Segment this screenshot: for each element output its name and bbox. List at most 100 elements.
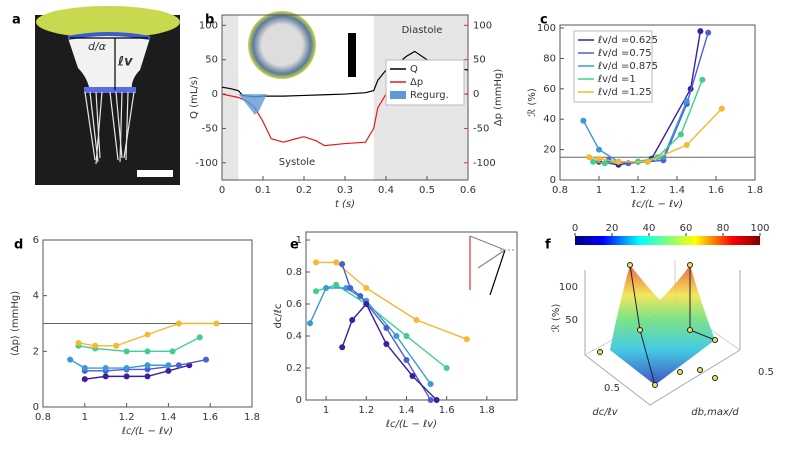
x-tick-label: 1.4	[669, 185, 685, 196]
data-point	[307, 320, 314, 327]
data-point	[203, 356, 210, 363]
x-axis-label: t (s)	[335, 199, 355, 210]
panel-label: e	[290, 238, 299, 253]
data-point	[683, 142, 690, 149]
data-point	[683, 97, 690, 104]
x-axis-label: dc/ℓv	[592, 407, 618, 418]
data-point	[347, 285, 354, 291]
y-tick-label: 0	[296, 395, 302, 406]
colorbar-tick-label: 0	[572, 223, 578, 234]
x-tick-label: 0.5	[419, 185, 435, 196]
series-line	[608, 32, 709, 164]
x-tick-label: 1	[596, 185, 602, 196]
z-axis-label: ℛ (%)	[551, 304, 562, 333]
panel-label: c	[540, 13, 548, 28]
colorbar	[575, 236, 760, 245]
data-point	[677, 131, 684, 138]
surface-marker	[687, 262, 693, 268]
data-point	[165, 367, 172, 374]
data-point	[403, 357, 410, 363]
data-point	[123, 365, 130, 372]
x-axis-label: ℓc/(L − ℓv)	[122, 426, 173, 437]
surface-marker	[687, 327, 693, 333]
data-point	[644, 158, 651, 165]
surface-marker	[697, 367, 703, 373]
y-tick-label: 50	[205, 55, 218, 66]
data-point	[427, 381, 434, 387]
x-tick-label: 0.2	[296, 185, 312, 196]
data-point	[383, 341, 390, 347]
photo	[35, 6, 180, 185]
data-point	[175, 320, 182, 327]
plot-frame	[559, 24, 756, 181]
data-point	[313, 259, 320, 266]
y-tick-label: -100	[195, 158, 218, 169]
z-tick-label: 50	[565, 315, 578, 326]
data-point	[363, 285, 370, 291]
y-tick-label: 20	[543, 145, 556, 156]
y-tick-label: 4	[33, 291, 39, 302]
data-point	[339, 261, 346, 267]
series-line	[589, 108, 723, 163]
y2-tick-label: 50	[473, 55, 486, 66]
y-tick-label: 0.6	[286, 299, 302, 310]
inset-diagram	[469, 235, 515, 296]
data-point	[113, 342, 120, 349]
data-point	[596, 146, 602, 153]
data-point	[333, 281, 340, 288]
data-point	[409, 373, 416, 379]
series-line	[309, 287, 432, 385]
data-point	[393, 333, 400, 339]
y-axis-label: Q (mL/s)	[189, 76, 200, 119]
data-point	[403, 333, 410, 339]
y2-tick-label: 100	[473, 20, 492, 31]
x-tick-label: 0.8	[35, 412, 51, 423]
y-tick-label: 2	[33, 346, 39, 357]
x-tick-label: 1.8	[747, 185, 763, 196]
surface-plot	[584, 260, 741, 406]
y2-axis-label: Δp (mmHg)	[493, 69, 504, 127]
legend-label: ℓv/d =0.875	[598, 61, 658, 72]
data-point	[443, 365, 450, 371]
x-tick-label: 0.4	[378, 185, 394, 196]
y-tick-label: 0	[33, 402, 39, 413]
data-point	[580, 117, 587, 124]
x-tick-label: 1.8	[479, 405, 495, 416]
annotation: Systole	[279, 157, 315, 168]
series-line	[84, 358, 207, 372]
x-tick-label: 0.5	[604, 383, 620, 394]
data-point	[169, 348, 176, 355]
panel-label: f	[545, 238, 551, 253]
data-point	[333, 259, 340, 266]
surface-marker	[637, 327, 643, 333]
y-tick-label: 0	[212, 89, 218, 100]
surface-marker	[652, 382, 658, 388]
width-label: d/α	[88, 40, 107, 53]
y-tick-label: 6	[33, 235, 39, 246]
data-point	[144, 362, 151, 369]
colorbar-tick-label: 40	[643, 223, 656, 234]
data-point	[413, 317, 420, 323]
y2-tick-label: 0	[473, 89, 479, 100]
y-tick-label: 60	[543, 84, 556, 95]
data-point	[92, 342, 99, 349]
data-point	[323, 285, 330, 291]
x-tick-label: 1.4	[160, 412, 176, 423]
data-point	[175, 362, 182, 369]
data-point	[75, 339, 82, 346]
y-tick-label: 0.4	[286, 331, 302, 342]
x-tick-label: 0.6	[460, 185, 476, 196]
annotation: Diastole	[402, 25, 443, 36]
legend-label: ℓv/d =0.75	[598, 48, 652, 59]
surface-marker	[712, 337, 718, 343]
legend-label: Regurg.	[410, 90, 449, 101]
y-tick-label: 0.5	[758, 367, 774, 378]
data-point	[123, 348, 130, 355]
data-point	[705, 29, 712, 36]
length-label: ℓv	[117, 55, 133, 70]
y-tick-label: 100	[199, 20, 218, 31]
y-tick-label: 80	[543, 53, 556, 64]
y-tick-label: 0.2	[286, 363, 302, 374]
shaded-region	[222, 15, 239, 180]
x-tick-label: 1.6	[439, 405, 455, 416]
